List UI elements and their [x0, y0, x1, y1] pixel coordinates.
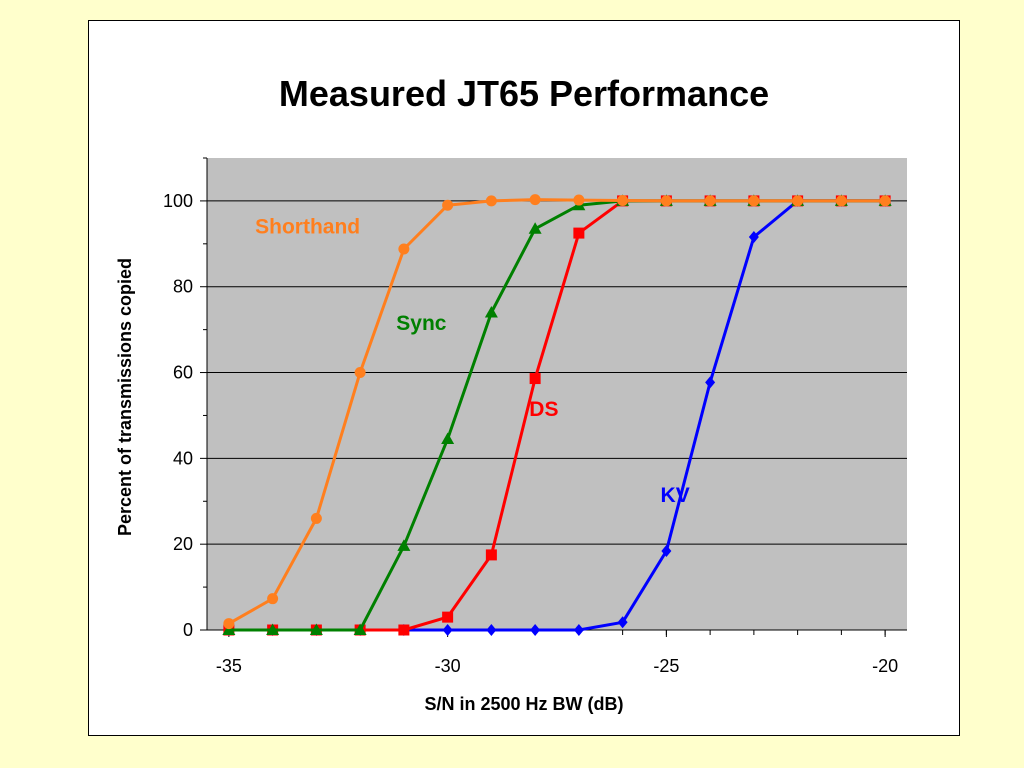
- data-point-shorthand: [748, 195, 760, 207]
- data-point-ds: [573, 227, 585, 239]
- data-point-kv: [748, 230, 759, 243]
- data-point-shorthand: [792, 195, 804, 207]
- data-point-shorthand: [223, 618, 235, 630]
- data-point-shorthand: [485, 195, 497, 207]
- series-line-shorthand: [228, 198, 886, 625]
- y-tick-label: 100: [163, 191, 193, 211]
- x-axis-title: S/N in 2500 Hz BW (dB): [424, 694, 623, 714]
- series-label-sync: Sync: [396, 312, 447, 335]
- data-point-sync: [309, 623, 323, 635]
- data-point-sync: [484, 305, 498, 318]
- data-point-shorthand: [354, 367, 366, 379]
- data-point-sync: [397, 539, 411, 551]
- y-tick-label: 60: [173, 363, 193, 383]
- data-point-kv: [486, 624, 497, 636]
- data-point-shorthand: [660, 195, 672, 207]
- data-point-shorthand: [442, 199, 454, 211]
- data-point-kv: [442, 624, 453, 636]
- data-point-shorthand: [267, 593, 279, 605]
- x-tick-label: -20: [872, 656, 898, 676]
- y-axis-title: Percent of transmissions copied: [115, 258, 135, 536]
- data-point-kv: [705, 376, 716, 389]
- x-tick-label: -35: [216, 656, 242, 676]
- chart-title: Measured JT65 Performance: [278, 73, 770, 114]
- chart-frame: Measured JT65 Performance 0 20 40 60 80 100 -3…: [88, 20, 960, 736]
- series-label-shorthand: Shorthand: [255, 216, 360, 239]
- plot-area: [207, 158, 907, 630]
- data-point-kv: [617, 616, 628, 629]
- data-point-shorthand: [617, 194, 629, 206]
- x-tick-label: -30: [435, 656, 461, 676]
- data-point-sync: [222, 623, 236, 635]
- y-tick-label: 0: [183, 620, 193, 640]
- data-point-kv: [530, 624, 541, 636]
- data-point-ds: [442, 611, 454, 623]
- series-label-ds: DS: [529, 398, 558, 421]
- series-shorthand: [223, 194, 891, 630]
- data-point-kv: [661, 545, 672, 558]
- data-point-ds: [529, 373, 541, 385]
- data-point-sync: [441, 432, 455, 445]
- series-label-kv: KV: [661, 484, 690, 507]
- data-point-sync: [528, 222, 542, 234]
- data-point-shorthand: [704, 195, 716, 207]
- data-point-shorthand: [573, 194, 585, 206]
- data-point-shorthand: [835, 195, 847, 207]
- data-point-kv: [573, 624, 584, 636]
- y-tick-label: 80: [173, 277, 193, 297]
- data-point-ds: [485, 549, 497, 561]
- data-point-ds: [398, 624, 410, 636]
- data-point-sync: [266, 623, 280, 635]
- data-point-shorthand: [310, 512, 322, 524]
- data-point-sync: [353, 623, 367, 635]
- y-tick-label: 40: [173, 448, 193, 468]
- chart-svg: 0 20 40 60 80 100 -35 -30 -25 -20 S/N in 2500 Hz B…: [115, 157, 907, 714]
- data-point-shorthand: [879, 195, 891, 207]
- data-point-shorthand: [398, 243, 410, 255]
- x-tick-label: -25: [653, 656, 679, 676]
- data-point-shorthand: [529, 194, 541, 206]
- y-tick-label: 20: [173, 534, 193, 554]
